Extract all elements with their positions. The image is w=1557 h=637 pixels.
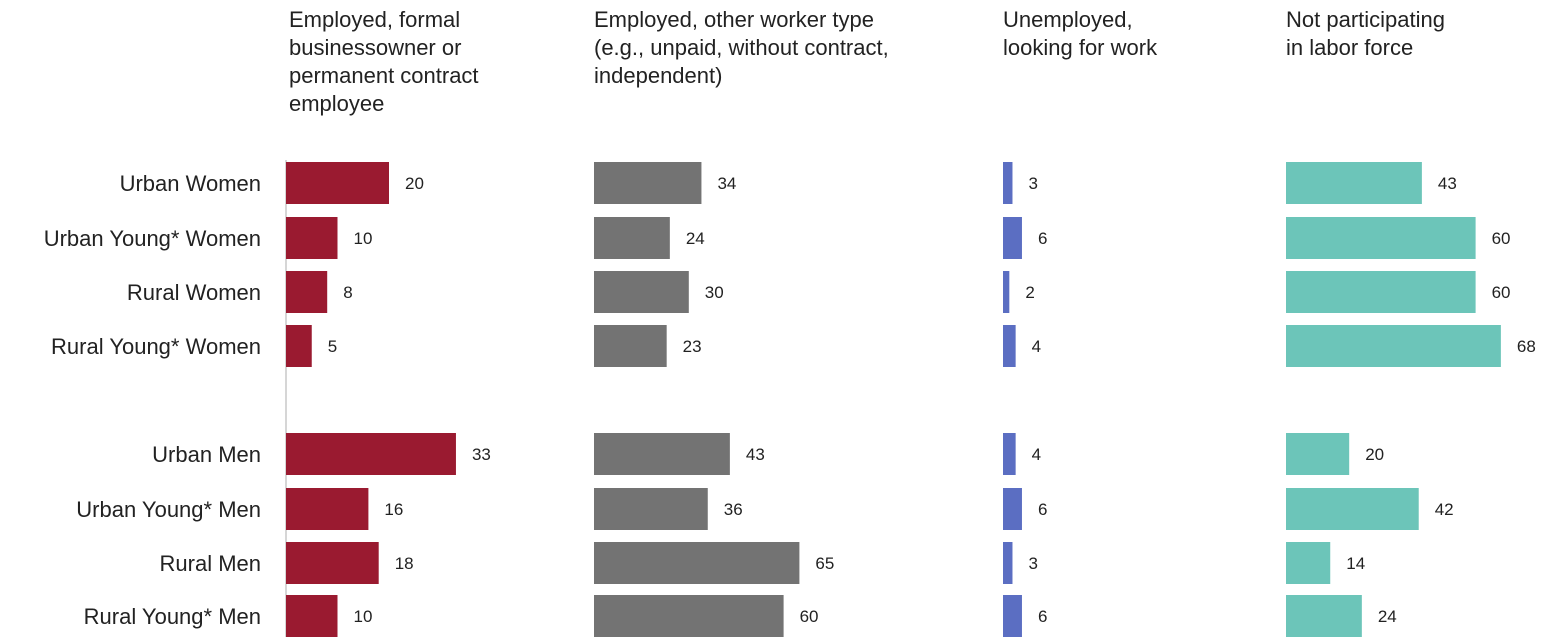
bar	[1003, 433, 1016, 475]
category-label: Urban Young* Men	[76, 497, 261, 522]
data-label: 3	[1028, 174, 1037, 193]
bar	[1003, 542, 1013, 584]
bar	[1286, 325, 1501, 367]
bar	[1286, 542, 1331, 584]
bar	[286, 162, 389, 204]
data-label: 4	[1032, 337, 1041, 356]
data-label: 33	[472, 445, 491, 464]
data-label: 23	[683, 337, 702, 356]
data-label: 60	[1492, 283, 1511, 302]
data-label: 43	[1438, 174, 1457, 193]
data-label: 10	[354, 607, 373, 626]
data-label: 68	[1517, 337, 1536, 356]
bar	[594, 488, 708, 530]
data-label: 5	[328, 337, 337, 356]
bar	[1286, 271, 1476, 313]
bar	[286, 217, 338, 259]
bar	[1286, 488, 1419, 530]
bar	[594, 542, 800, 584]
bar	[594, 271, 689, 313]
bar	[1003, 162, 1013, 204]
column-title-formal: Employed, formal businessowner or perman…	[289, 7, 479, 116]
data-label: 18	[395, 554, 414, 573]
data-label: 16	[384, 500, 403, 519]
data-label: 14	[1346, 554, 1365, 573]
data-label: 2	[1025, 283, 1034, 302]
data-label: 6	[1038, 607, 1047, 626]
bar	[1286, 595, 1362, 637]
data-label: 6	[1038, 500, 1047, 519]
bar	[286, 595, 338, 637]
bar	[594, 162, 702, 204]
bar	[1286, 162, 1422, 204]
data-label: 36	[724, 500, 743, 519]
data-label: 30	[705, 283, 724, 302]
category-label: Rural Young* Men	[84, 604, 261, 629]
data-label: 43	[746, 445, 765, 464]
bar	[1003, 325, 1016, 367]
bar	[1003, 595, 1022, 637]
data-label: 24	[1378, 607, 1397, 626]
data-label: 6	[1038, 229, 1047, 248]
bar	[286, 325, 312, 367]
category-label: Urban Young* Women	[44, 226, 261, 251]
data-label: 20	[1365, 445, 1384, 464]
bar	[1003, 488, 1022, 530]
data-label: 60	[800, 607, 819, 626]
bar	[286, 271, 328, 313]
data-label: 65	[815, 554, 834, 573]
data-label: 34	[717, 174, 736, 193]
category-label: Rural Men	[160, 551, 261, 576]
data-label: 8	[343, 283, 352, 302]
bar	[1286, 433, 1350, 475]
bar	[286, 488, 369, 530]
category-label: Urban Men	[152, 442, 261, 467]
data-label: 42	[1435, 500, 1454, 519]
bar	[1286, 217, 1476, 259]
data-label: 4	[1032, 445, 1041, 464]
category-label: Rural Women	[127, 280, 261, 305]
column-title-other-worker: Employed, other worker type (e.g., unpai…	[594, 7, 889, 88]
bar	[286, 433, 456, 475]
bar	[594, 595, 784, 637]
category-label: Rural Young* Women	[51, 334, 261, 359]
bar	[594, 433, 730, 475]
column-title-not-participating: Not participating in labor force	[1286, 7, 1445, 60]
category-label: Urban Women	[120, 171, 261, 196]
bar	[594, 325, 667, 367]
data-label: 60	[1492, 229, 1511, 248]
data-label: 10	[354, 229, 373, 248]
bar	[594, 217, 670, 259]
bar	[286, 542, 379, 584]
bar	[1003, 217, 1022, 259]
data-label: 24	[686, 229, 705, 248]
column-title-unemployed: Unemployed, looking for work	[1003, 7, 1158, 60]
data-label: 3	[1028, 554, 1037, 573]
bar	[1003, 271, 1010, 313]
data-label: 20	[405, 174, 424, 193]
